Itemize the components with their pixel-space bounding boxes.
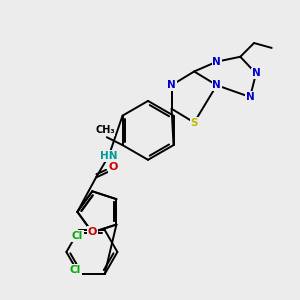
- Text: CH₃: CH₃: [95, 125, 115, 135]
- Text: N: N: [167, 80, 176, 90]
- Text: N: N: [246, 92, 254, 102]
- Text: N: N: [252, 68, 260, 78]
- Text: Cl: Cl: [71, 231, 83, 241]
- Text: N: N: [212, 80, 221, 90]
- Text: O: O: [88, 227, 97, 237]
- Text: Cl: Cl: [70, 265, 81, 275]
- Text: S: S: [190, 118, 198, 128]
- Text: N: N: [212, 57, 221, 67]
- Text: HN: HN: [100, 151, 118, 161]
- Text: O: O: [109, 162, 118, 172]
